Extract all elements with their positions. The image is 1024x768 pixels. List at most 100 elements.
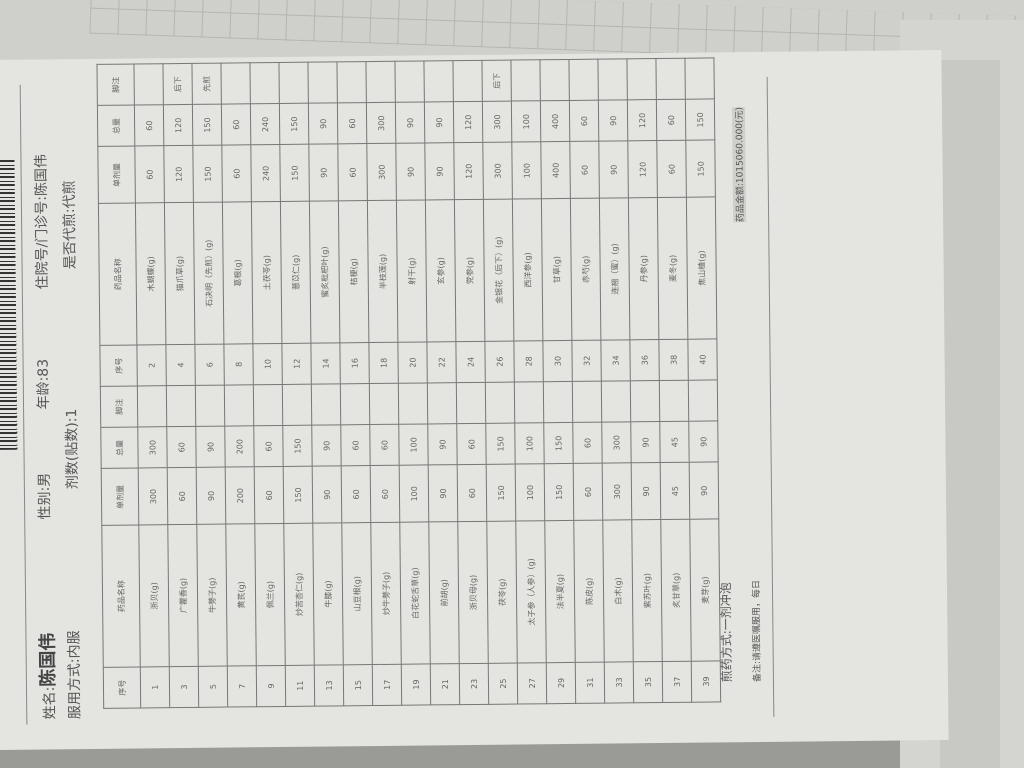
table-cell: 17 (372, 664, 402, 706)
table-cell: 120 (163, 145, 194, 203)
table-cell: 10 (252, 343, 283, 385)
table-cell: 25 (488, 662, 518, 705)
table-cell: 26 (484, 340, 515, 383)
table-cell (659, 380, 689, 422)
usage-method: 服用方式:内服 (66, 630, 84, 720)
table-cell: 麦冬(g) (657, 197, 688, 340)
table-cell: 300 (482, 142, 513, 200)
table-cell (572, 381, 602, 423)
table-cell: 300 (482, 101, 512, 143)
table-cell: 120 (627, 99, 657, 142)
table-cell: 先煎 (191, 63, 222, 105)
table-row: 39 麦芽(g) 90 90 40 焦山楂(g) 150 150 (684, 57, 721, 703)
table-cell: 30 (542, 340, 573, 382)
table-cell: 13 (314, 664, 344, 707)
table-cell: 90 (689, 462, 719, 520)
table-cell: 木蝴蝶(g) (135, 202, 166, 345)
table-cell: 土茯苓(g) (251, 201, 282, 344)
table-cell: 300 (366, 143, 397, 201)
table-cell: 广藿香(g) (167, 524, 199, 667)
table-cell: 前胡(g) (428, 521, 460, 664)
table-cell: 40 (687, 338, 718, 381)
table-cell: 9 (256, 665, 286, 707)
table-cell: 28 (513, 340, 544, 383)
table-cell: 60 (573, 463, 603, 521)
table-cell (166, 385, 196, 427)
table-cell: 38 (658, 339, 689, 381)
table-cell (253, 384, 283, 426)
table-cell: 5 (198, 665, 228, 708)
table-cell: 6 (194, 343, 225, 386)
table-cell (369, 383, 399, 425)
table-cell: 焦山楂(g) (686, 197, 717, 340)
admission-number: 住院号/门诊号:陈国伟 (33, 153, 51, 290)
table-cell: 60 (337, 143, 368, 202)
table-cell: 90 (424, 101, 454, 144)
table-cell: 牛膝(g) (312, 522, 344, 666)
column-header: 总量 (97, 105, 135, 147)
table-cell: 石决明（先煎）(g) (193, 202, 224, 345)
table-cell: 90 (598, 100, 628, 142)
table-cell: 120 (453, 142, 484, 200)
table-cell: 2 (136, 344, 167, 387)
table-cell: 90 (395, 102, 425, 144)
medicine-table: 序号 药品名称 单剂量 总量 脚注 序号 药品名称 单剂量 总量 脚注 1 浙贝(g) 300 300 2… (96, 57, 721, 709)
table-cell (137, 385, 167, 428)
table-cell: 36 (629, 339, 660, 381)
table-cell: 山豆根(g) (341, 522, 373, 665)
table-cell: 60 (656, 140, 687, 198)
column-header: 序号 (103, 666, 141, 709)
table-cell: 麦芽(g) (689, 519, 721, 662)
table-cell: 240 (250, 103, 280, 146)
table-cell: 炙甘草(g) (660, 519, 692, 662)
table-cell: 300 (601, 422, 632, 464)
table-cell: 35 (633, 661, 663, 703)
table-cell: 60 (134, 146, 165, 204)
divider (19, 84, 28, 725)
table-cell (311, 383, 341, 426)
table-cell: 黄芪(g) (225, 523, 257, 666)
table-cell: 150 (486, 464, 516, 522)
table-cell: 150 (192, 104, 222, 146)
table-cell: 90 (312, 466, 342, 524)
table-cell: 150 (279, 103, 309, 145)
table-cell: 150 (282, 425, 313, 467)
table-cell: 400 (540, 100, 570, 143)
table-cell: 37 (662, 661, 692, 703)
table-cell: 90 (427, 423, 458, 466)
table-cell (394, 60, 425, 103)
table-cell (220, 62, 251, 105)
table-cell: 西洋参(g) (512, 198, 543, 341)
table-cell: 浙贝(g) (138, 524, 170, 667)
table-cell: 桔梗(g) (338, 200, 369, 343)
table-cell: 60 (572, 422, 603, 464)
remarks: 备注:请遵医嘱服用，每日 (751, 579, 763, 683)
table-cell: 60 (253, 425, 284, 468)
table-cell: 紫苏叶(g) (631, 519, 663, 662)
patient-gender: 性别:男 (36, 472, 54, 520)
table-cell: 60 (166, 426, 197, 469)
prescription-sheet: 姓名:陈国伟 性别:男 年龄:83 住院号/门诊号:陈国伟 服用方式:内服 剂数… (0, 50, 949, 750)
table-cell: 60 (341, 465, 371, 523)
table-cell (340, 383, 370, 426)
table-cell: 党参(g) (454, 199, 485, 342)
decoction-method: 煎药方式:一剂冲泡 (718, 582, 734, 683)
table-cell: 300 (366, 102, 396, 144)
table-cell: 90 (428, 464, 458, 523)
table-cell: 15 (343, 664, 373, 706)
table-cell: 300 (138, 468, 168, 526)
table-cell: 蜜炙枇杷叶(g) (309, 201, 340, 344)
table-cell (510, 59, 541, 102)
table-cell: 29 (546, 662, 576, 704)
table-cell: 100 (514, 422, 545, 465)
table-cell: 90 (311, 425, 342, 467)
table-cell: 100 (511, 142, 542, 200)
patient-age: 年龄:83 (35, 358, 53, 410)
table-cell: 连翘（蜜）(g) (599, 198, 630, 341)
table-cell (655, 58, 686, 100)
table-cell: 24 (455, 341, 486, 383)
table-cell: 牛蒡子(g) (196, 524, 228, 667)
table-cell: 赤芍(g) (570, 198, 601, 341)
table-cell: 60 (221, 104, 251, 146)
table-cell (630, 380, 660, 423)
